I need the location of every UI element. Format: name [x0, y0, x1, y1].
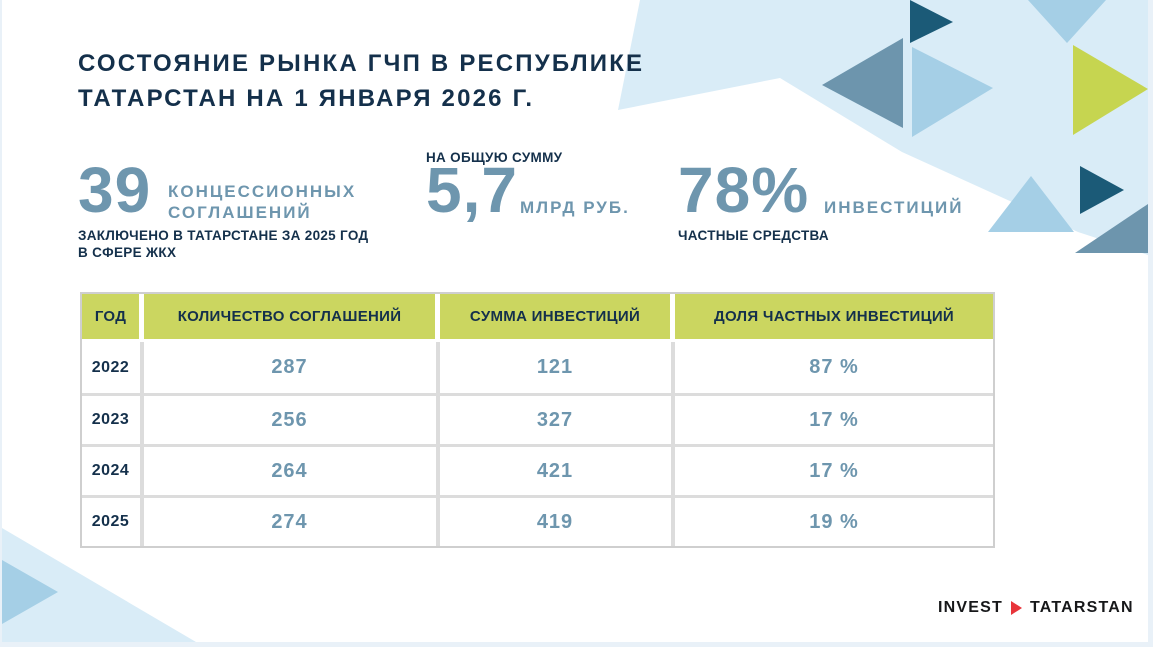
table-header-year: ГОД [82, 294, 139, 339]
table-row-2023: 2023 256 327 17 % [82, 393, 993, 444]
mosaic-triangle-medium-top [1028, 0, 1106, 43]
table-row-2022: 2022 287 121 87 % [82, 342, 993, 393]
stat-agreements-subtext: ЗАКЛЮЧЕНО В ТАТАРСТАНЕ ЗА 2025 ГОД В СФЕ… [78, 227, 368, 261]
table-row-2025: 2025 274 419 19 % [82, 495, 993, 546]
investments-cell: 121 [440, 342, 670, 393]
stat-agreements-label: КОНЦЕССИОННЫХ СОГЛАШЕНИЙ [168, 181, 356, 223]
year-cell: 2025 [82, 498, 139, 546]
logo-tatarstan-text: TATARSTAN [1030, 599, 1134, 616]
private-share-cell: 87 % [675, 342, 993, 393]
investments-cell: 327 [440, 396, 670, 444]
mosaic-triangle-steel-corner [1075, 204, 1148, 253]
mosaic-triangle-medium-right [912, 47, 993, 137]
ppp-market-table: ГОД КОЛИЧЕСТВО СОГЛАШЕНИЙ СУММА ИНВЕСТИЦ… [80, 292, 995, 548]
mosaic-triangle-teal-small [1080, 166, 1124, 214]
stat-share-label: ИНВЕСТИЦИЙ [824, 198, 964, 217]
stat-agreements-subtext-line2: В СФЕРЕ ЖКХ [78, 245, 177, 260]
private-share-cell: 19 % [675, 498, 993, 546]
table-body: 2022 287 121 87 % 2023 256 327 17 % 2024… [82, 342, 993, 546]
table-header-investments: СУММА ИНВЕСТИЦИЙ [440, 294, 670, 339]
agreements-cell: 287 [144, 342, 435, 393]
stat-agreements-value: 39 [78, 154, 152, 226]
investments-cell: 421 [440, 447, 670, 495]
stat-sum-value: 5,7 [426, 154, 518, 226]
stat-share-value: 78% [678, 154, 810, 226]
stat-share-subtext: ЧАСТНЫЕ СРЕДСТВА [678, 228, 829, 243]
stat-agreements-label-line2: СОГЛАШЕНИЙ [168, 203, 312, 222]
private-share-cell: 17 % [675, 447, 993, 495]
red-play-triangle-icon [1011, 601, 1022, 615]
stat-agreements-subtext-line1: ЗАКЛЮЧЕНО В ТАТАРСТАНЕ ЗА 2025 ГОД [78, 228, 369, 243]
table-row-2024: 2024 264 421 17 % [82, 444, 993, 495]
invest-tatarstan-logo: INVEST TATARSTAN [938, 599, 1134, 617]
stat-agreements-label-line1: КОНЦЕССИОННЫХ [168, 182, 357, 201]
mosaic-triangle-yellow [1073, 45, 1148, 135]
year-cell: 2022 [82, 342, 139, 393]
year-cell: 2024 [82, 447, 139, 495]
mosaic-triangle-medium-up [988, 176, 1074, 232]
agreements-cell: 264 [144, 447, 435, 495]
mosaic-triangle-steel-left [822, 38, 903, 128]
page-title: СОСТОЯНИЕ РЫНКА ГЧП В РЕСПУБЛИКЕ ТАТАРСТ… [78, 46, 644, 116]
agreements-cell: 256 [144, 396, 435, 444]
logo-invest-text: INVEST [938, 599, 1003, 616]
mosaic-bottomleft-medium [2, 560, 58, 624]
agreements-cell: 274 [144, 498, 435, 546]
stat-sum-eyebrow: НА ОБЩУЮ СУММУ [426, 150, 563, 165]
stat-sum-unit: МЛРД РУБ. [520, 198, 630, 217]
mosaic-triangle-teal-top [910, 0, 953, 43]
investments-cell: 419 [440, 498, 670, 546]
table-header-row: ГОД КОЛИЧЕСТВО СОГЛАШЕНИЙ СУММА ИНВЕСТИЦ… [82, 294, 993, 339]
table-header-agreements: КОЛИЧЕСТВО СОГЛАШЕНИЙ [144, 294, 435, 339]
year-cell: 2023 [82, 396, 139, 444]
page-title-line2: ТАТАРСТАН НА 1 ЯНВАРЯ 2026 Г. [78, 85, 535, 112]
table-header-private-share: ДОЛЯ ЧАСТНЫХ ИНВЕСТИЦИЙ [675, 294, 993, 339]
private-share-cell: 17 % [675, 396, 993, 444]
page-title-line1: СОСТОЯНИЕ РЫНКА ГЧП В РЕСПУБЛИКЕ [78, 50, 645, 77]
